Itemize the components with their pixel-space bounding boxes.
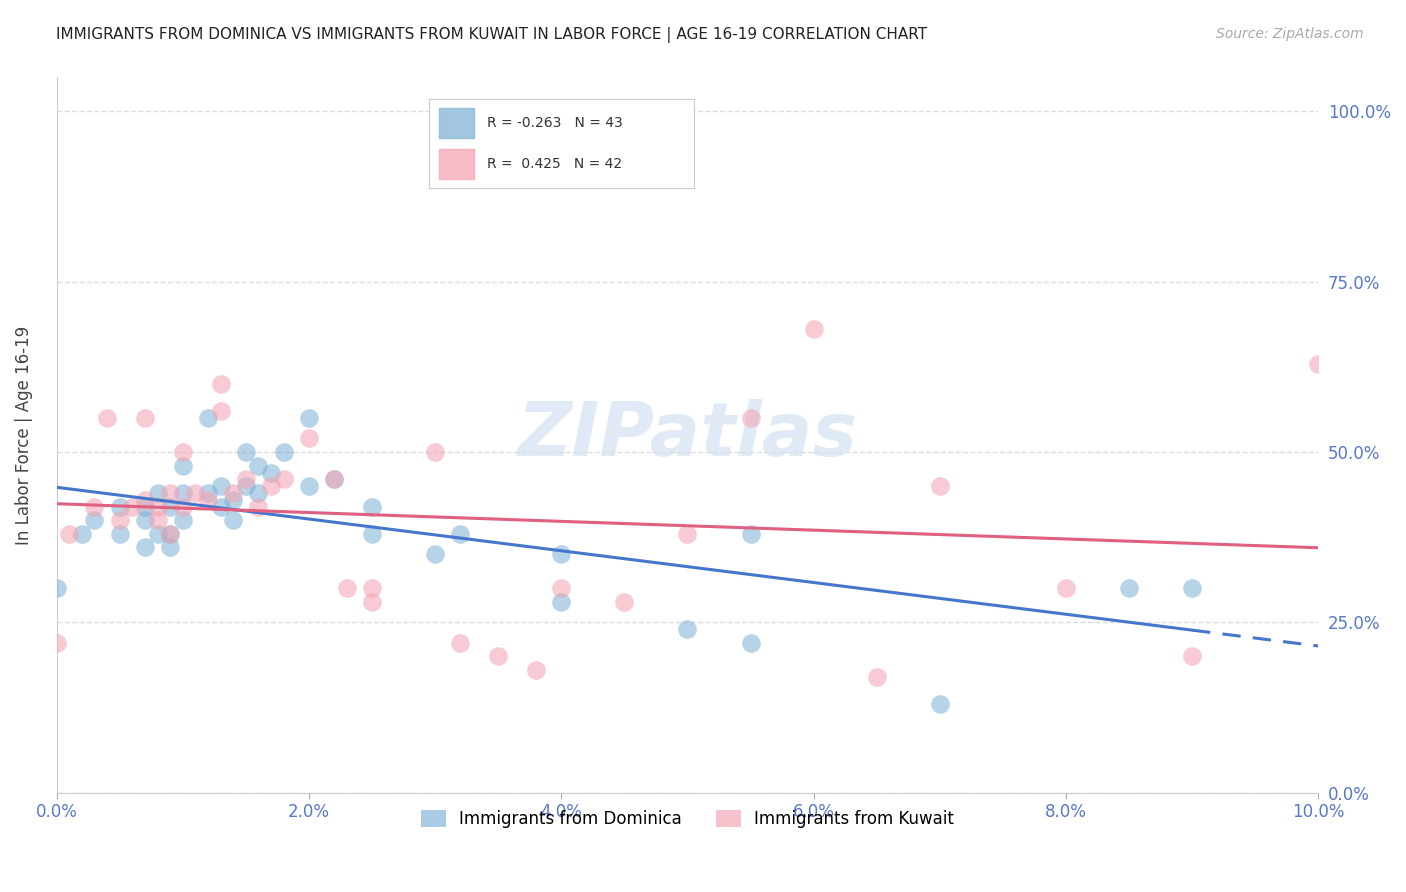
- Point: [209, 479, 232, 493]
- Point: [172, 500, 194, 514]
- Point: [159, 500, 181, 514]
- Point: [524, 663, 547, 677]
- Point: [96, 411, 118, 425]
- Point: [928, 697, 950, 711]
- Text: ZIPatlas: ZIPatlas: [517, 399, 858, 472]
- Point: [159, 486, 181, 500]
- Text: Source: ZipAtlas.com: Source: ZipAtlas.com: [1216, 27, 1364, 41]
- Point: [197, 411, 219, 425]
- Point: [298, 411, 321, 425]
- Point: [361, 582, 384, 596]
- Point: [45, 582, 67, 596]
- Point: [1181, 582, 1204, 596]
- Point: [184, 486, 207, 500]
- Point: [740, 636, 762, 650]
- Point: [222, 513, 245, 527]
- Point: [298, 479, 321, 493]
- Point: [83, 500, 105, 514]
- Point: [449, 636, 471, 650]
- Point: [247, 458, 270, 473]
- Point: [172, 458, 194, 473]
- Point: [1054, 582, 1077, 596]
- Point: [134, 411, 156, 425]
- Point: [449, 526, 471, 541]
- Point: [197, 492, 219, 507]
- Point: [740, 411, 762, 425]
- Point: [222, 486, 245, 500]
- Point: [550, 582, 572, 596]
- Point: [613, 595, 636, 609]
- Point: [361, 595, 384, 609]
- Point: [235, 479, 257, 493]
- Point: [273, 445, 295, 459]
- Point: [108, 500, 131, 514]
- Point: [866, 670, 889, 684]
- Point: [146, 513, 169, 527]
- Point: [209, 376, 232, 391]
- Point: [423, 445, 446, 459]
- Point: [146, 500, 169, 514]
- Point: [146, 486, 169, 500]
- Point: [83, 513, 105, 527]
- Point: [121, 500, 143, 514]
- Point: [159, 541, 181, 555]
- Point: [323, 472, 346, 486]
- Point: [70, 526, 93, 541]
- Point: [740, 526, 762, 541]
- Point: [134, 513, 156, 527]
- Point: [134, 541, 156, 555]
- Point: [172, 486, 194, 500]
- Point: [676, 622, 699, 636]
- Point: [159, 526, 181, 541]
- Point: [134, 500, 156, 514]
- Point: [222, 492, 245, 507]
- Point: [423, 547, 446, 561]
- Point: [550, 595, 572, 609]
- Point: [159, 526, 181, 541]
- Point: [235, 472, 257, 486]
- Point: [273, 472, 295, 486]
- Point: [108, 513, 131, 527]
- Point: [260, 466, 283, 480]
- Point: [361, 526, 384, 541]
- Point: [146, 526, 169, 541]
- Point: [172, 513, 194, 527]
- Point: [197, 486, 219, 500]
- Legend: Immigrants from Dominica, Immigrants from Kuwait: Immigrants from Dominica, Immigrants fro…: [415, 803, 960, 834]
- Point: [172, 445, 194, 459]
- Point: [361, 500, 384, 514]
- Point: [58, 526, 80, 541]
- Point: [1118, 582, 1140, 596]
- Text: IMMIGRANTS FROM DOMINICA VS IMMIGRANTS FROM KUWAIT IN LABOR FORCE | AGE 16-19 CO: IMMIGRANTS FROM DOMINICA VS IMMIGRANTS F…: [56, 27, 928, 43]
- Point: [260, 479, 283, 493]
- Point: [235, 445, 257, 459]
- Point: [45, 636, 67, 650]
- Point: [108, 526, 131, 541]
- Y-axis label: In Labor Force | Age 16-19: In Labor Force | Age 16-19: [15, 326, 32, 545]
- Point: [1308, 357, 1330, 371]
- Point: [550, 547, 572, 561]
- Point: [486, 649, 509, 664]
- Point: [247, 500, 270, 514]
- Point: [247, 486, 270, 500]
- Point: [323, 472, 346, 486]
- Point: [134, 492, 156, 507]
- Point: [298, 432, 321, 446]
- Point: [676, 526, 699, 541]
- Point: [336, 582, 359, 596]
- Point: [209, 500, 232, 514]
- Point: [803, 322, 825, 336]
- Point: [1181, 649, 1204, 664]
- Point: [209, 404, 232, 418]
- Point: [928, 479, 950, 493]
